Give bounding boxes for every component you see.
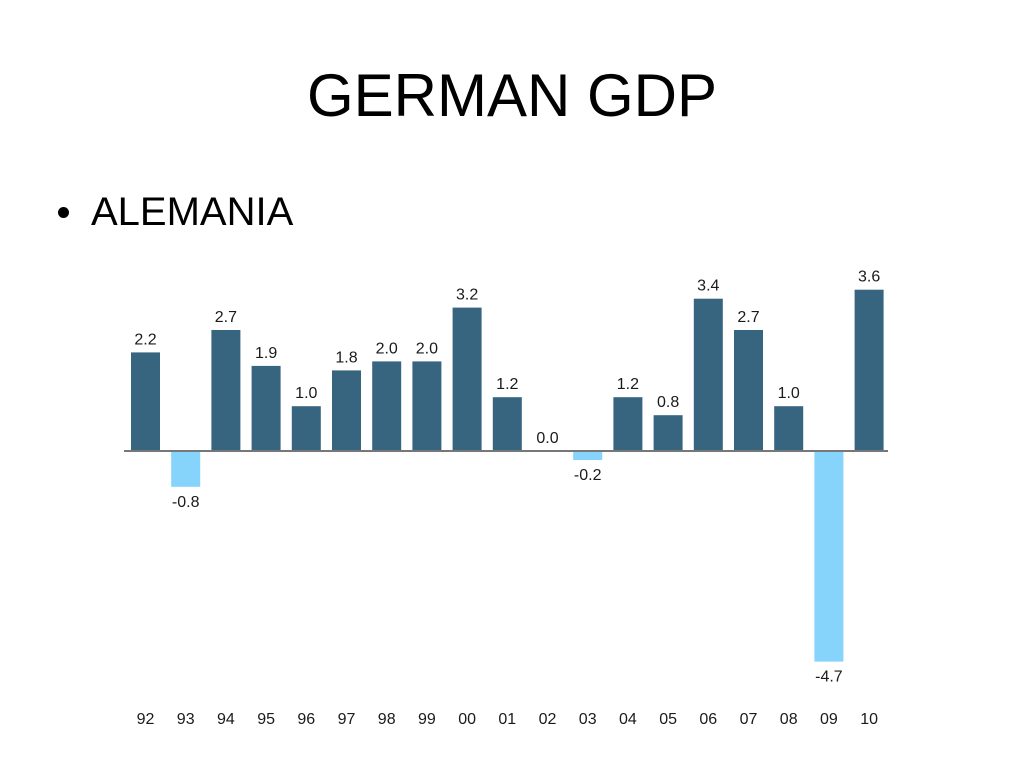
x-tick-label-93: 93 (177, 711, 195, 728)
bullet-item: ALEMANIA (58, 188, 293, 236)
x-tick-label-04: 04 (619, 711, 637, 728)
bar-07 (734, 330, 763, 451)
x-tick-label-94: 94 (217, 711, 235, 728)
data-label-92: 2.2 (134, 331, 156, 348)
x-tick-label-07: 07 (740, 711, 758, 728)
data-label-00: 3.2 (456, 287, 478, 304)
bar-94 (211, 330, 241, 451)
x-tick-label-09: 09 (820, 711, 838, 728)
x-tick-label-00: 00 (458, 711, 476, 728)
bar-99 (412, 361, 442, 451)
bar-09 (814, 451, 844, 662)
x-tick-label-95: 95 (257, 711, 275, 728)
bar-10 (854, 289, 884, 451)
x-tick-label-06: 06 (699, 711, 717, 728)
slide-title: GERMAN GDP (306, 62, 718, 129)
bar-01 (492, 397, 522, 451)
data-label-97: 1.8 (335, 349, 357, 366)
x-tick-label-98: 98 (378, 711, 396, 728)
bar-06 (693, 298, 723, 451)
bullet-text: ALEMANIA (91, 190, 294, 234)
bar-00 (452, 307, 482, 451)
bar-95 (251, 365, 281, 451)
x-tick-label-96: 96 (297, 711, 315, 728)
x-tick-label-92: 92 (137, 711, 155, 728)
data-label-96: 1.0 (295, 385, 317, 402)
data-label-98: 2.0 (376, 340, 398, 357)
data-label-04: 1.2 (617, 376, 639, 393)
data-label-99: 2.0 (416, 340, 438, 357)
bar-93 (171, 451, 201, 487)
bar-98 (372, 361, 402, 451)
data-label-08: 1.0 (778, 385, 800, 402)
data-label-01: 1.2 (496, 376, 518, 393)
bar-04 (613, 397, 643, 451)
data-label-09: -4.7 (815, 669, 843, 686)
x-tick-label-05: 05 (659, 711, 677, 728)
bar-05 (653, 415, 683, 451)
x-tick-label-01: 01 (498, 711, 516, 728)
data-label-93: -0.8 (172, 494, 200, 511)
bar-97 (332, 370, 361, 451)
data-label-07: 2.7 (737, 309, 759, 326)
data-label-10: 3.6 (858, 269, 880, 286)
data-label-05: 0.8 (657, 394, 679, 411)
data-label-06: 3.4 (697, 278, 719, 295)
bar-92 (131, 352, 160, 451)
bullet-dot-icon (58, 206, 69, 218)
bar-08 (774, 406, 804, 451)
x-tick-label-97: 97 (338, 711, 356, 728)
data-label-95: 1.9 (255, 345, 277, 362)
bar-03 (573, 451, 603, 460)
data-label-02: 0.0 (536, 430, 558, 447)
x-tick-label-99: 99 (418, 711, 436, 728)
x-tick-label-08: 08 (780, 711, 798, 728)
x-tick-label-03: 03 (579, 711, 597, 728)
data-label-94: 2.7 (215, 309, 237, 326)
x-tick-label-10: 10 (860, 711, 878, 728)
bar-96 (291, 406, 321, 451)
data-label-03: -0.2 (574, 467, 602, 484)
x-tick-label-02: 02 (539, 711, 557, 728)
